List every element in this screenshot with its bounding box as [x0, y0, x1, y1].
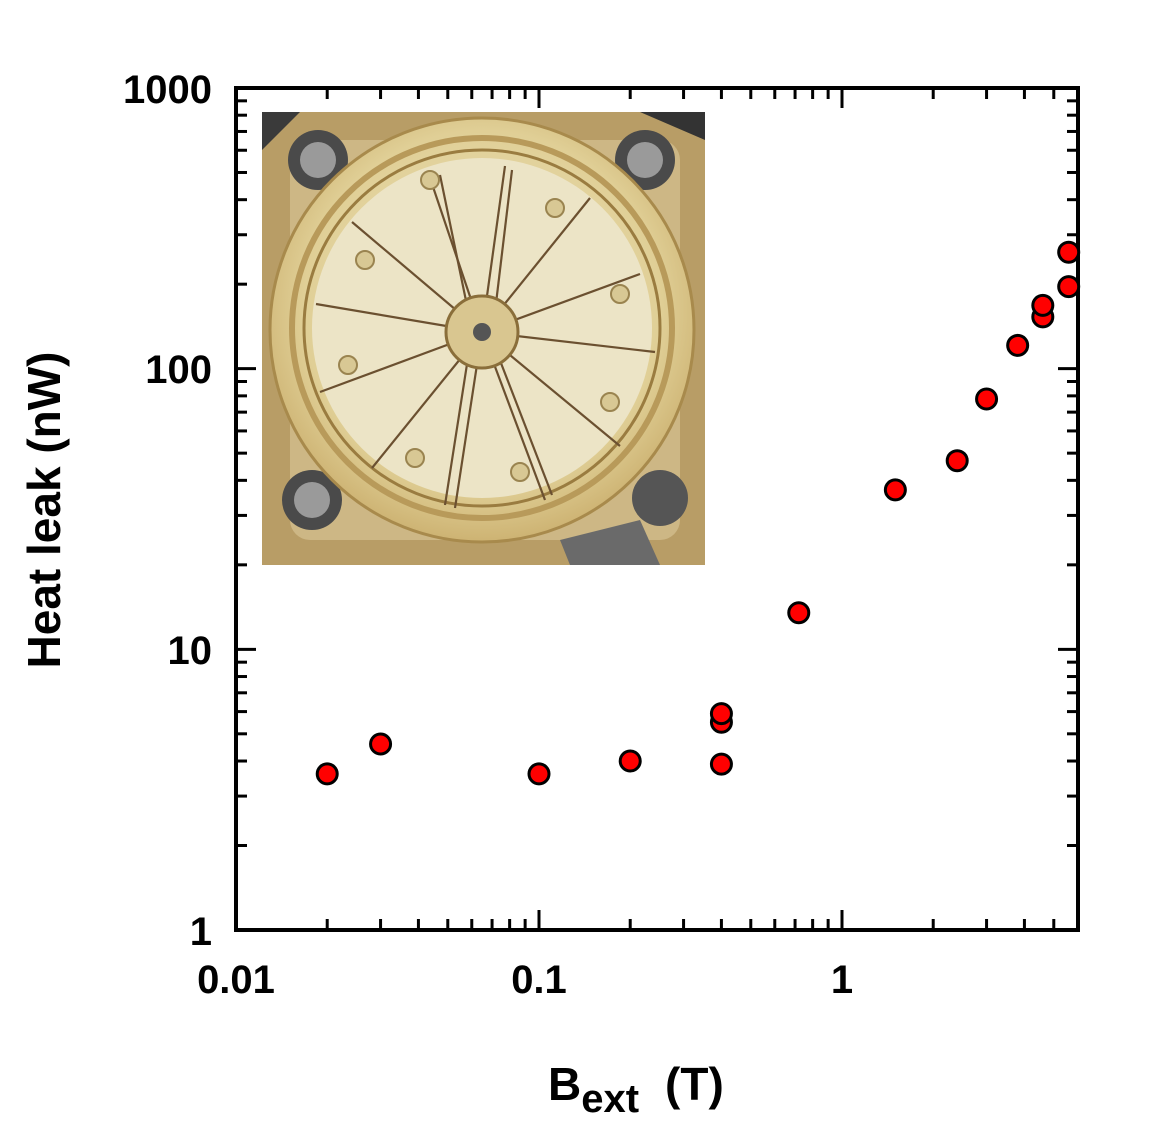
x-tick-label-0.01: 0.01: [197, 958, 275, 1002]
x-axis-title-unit: (T): [665, 1058, 724, 1110]
data-point: [315, 762, 339, 786]
data-point: [1006, 333, 1030, 357]
data-points: [315, 240, 1081, 786]
inset-photo: [262, 112, 705, 565]
x-axis-title: Bext (T): [548, 1058, 724, 1121]
y-tick-label-1: 1: [190, 910, 212, 954]
y-tick-label-10: 10: [168, 629, 213, 673]
data-point: [883, 478, 907, 502]
data-point: [1031, 293, 1055, 317]
data-point: [787, 601, 811, 625]
y-tick-label-100: 100: [145, 348, 212, 392]
plot-frame: [234, 86, 1080, 932]
x-axis-title-subscript: ext: [581, 1077, 639, 1121]
x-tick-label-0.1: 0.1: [511, 958, 567, 1002]
data-point: [527, 762, 551, 786]
x-tick-label-1: 1: [831, 958, 853, 1002]
data-point: [369, 732, 393, 756]
data-point: [1057, 240, 1081, 264]
y-axis-title: Heat leak (nW): [18, 352, 70, 669]
y-tick-label-1000: 1000: [123, 68, 212, 112]
data-point: [975, 387, 999, 411]
data-point: [1057, 275, 1081, 299]
data-point: [945, 449, 969, 473]
data-point: [709, 702, 733, 726]
data-point: [618, 749, 642, 773]
data-point: [709, 752, 733, 776]
x-axis-title-main: B: [548, 1058, 581, 1110]
